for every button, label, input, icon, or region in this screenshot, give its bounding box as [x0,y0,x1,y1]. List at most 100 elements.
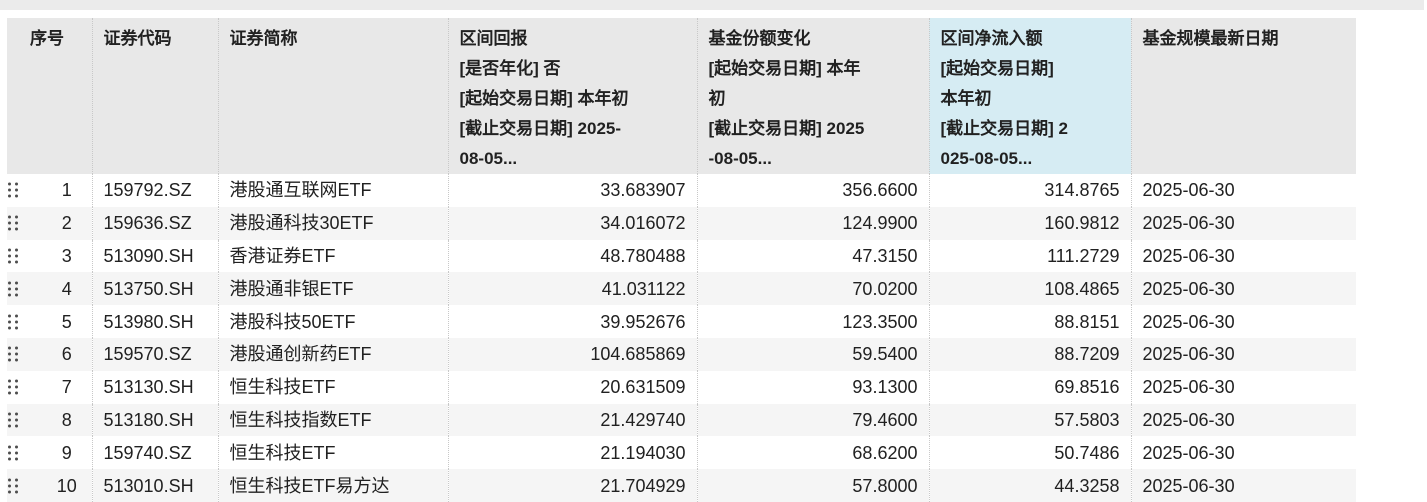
cell-code[interactable]: 159792.SZ [91,174,218,207]
cell-index[interactable]: 5 [7,305,92,338]
cell-name[interactable]: 香港证券ETF [217,239,448,273]
cell-name[interactable]: 港股通科技30ETF [217,206,448,240]
cell-scale_date[interactable]: 2025-06-30 [1130,469,1356,502]
cell-net_inflow[interactable]: 50.7486 [928,436,1131,470]
cell-index[interactable]: 6 [7,338,92,371]
drag-handle-icon[interactable] [8,379,18,395]
header-cell-interval_return[interactable]: 区间回报 [是否年化] 否 [起始交易日期] 本年初 [截止交易日期] 2025… [447,18,697,174]
header-cell-code[interactable]: 证券代码 [91,18,218,174]
table-row[interactable]: 7 513130.SH 恒生科技ETF 20.631509 93.1300 69.8516… [7,370,1356,404]
cell-interval_return[interactable]: 21.429740 [447,403,697,437]
table-row[interactable]: 1 159792.SZ 港股通互联网ETF 33.683907 356.6600 314.… [7,174,1356,207]
header-cell-share_change[interactable]: 基金份额变化 [起始交易日期] 本年 初 [截止交易日期] 2025 -08-0… [696,18,929,174]
cell-index[interactable]: 4 [7,272,92,305]
drag-handle-icon[interactable] [8,314,18,330]
cell-scale_date[interactable]: 2025-06-30 [1130,206,1356,240]
cell-interval_return[interactable]: 34.016072 [447,206,697,240]
cell-scale_date[interactable]: 2025-06-30 [1130,370,1356,404]
cell-interval_return[interactable]: 41.031122 [447,272,697,306]
cell-code[interactable]: 513010.SH [91,469,218,502]
cell-name[interactable]: 恒生科技指数ETF [217,403,448,437]
cell-share_change[interactable]: 356.6600 [696,174,929,207]
header-cell-name[interactable]: 证券简称 [217,18,448,174]
cell-scale_date[interactable]: 2025-06-30 [1130,337,1356,371]
cell-net_inflow[interactable]: 160.9812 [928,206,1131,240]
cell-share_change[interactable]: 57.8000 [696,469,929,502]
cell-net_inflow[interactable]: 111.2729 [928,239,1131,273]
cell-name[interactable]: 港股科技50ETF [217,305,448,338]
cell-net_inflow[interactable]: 57.5803 [928,403,1131,437]
cell-share_change[interactable]: 47.3150 [696,239,929,273]
cell-name[interactable]: 恒生科技ETF [217,436,448,470]
cell-name[interactable]: 港股通互联网ETF [217,174,448,207]
cell-interval_return[interactable]: 20.631509 [447,370,697,404]
cell-scale_date[interactable]: 2025-06-30 [1130,436,1356,470]
cell-share_change[interactable]: 93.1300 [696,370,929,404]
cell-code[interactable]: 159570.SZ [91,337,218,371]
cell-code[interactable]: 513180.SH [91,403,218,437]
cell-share_change[interactable]: 79.4600 [696,403,929,437]
cell-index[interactable]: 1 [7,174,92,207]
table-row[interactable]: 2 159636.SZ 港股通科技30ETF 34.016072 124.9900 160… [7,206,1356,240]
row-index-label: 2 [61,213,72,234]
table-row[interactable]: 8 513180.SH 恒生科技指数ETF 21.429740 79.4600 57.58… [7,403,1356,437]
cell-index[interactable]: 9 [7,436,92,469]
cell-code[interactable]: 159636.SZ [91,206,218,240]
drag-handle-icon[interactable] [8,182,18,198]
cell-code[interactable]: 513090.SH [91,239,218,273]
cell-share_change[interactable]: 68.6200 [696,436,929,470]
cell-interval_return[interactable]: 21.194030 [447,436,697,470]
table-row[interactable]: 5 513980.SH 港股科技50ETF 39.952676 123.3500 88.8… [7,305,1356,338]
cell-index[interactable]: 2 [7,207,92,240]
table-row[interactable]: 10 513010.SH 恒生科技ETF易方达 21.704929 57.8000 44.… [7,469,1356,502]
cell-scale_date[interactable]: 2025-06-30 [1130,239,1356,273]
cell-scale_date[interactable]: 2025-06-30 [1130,174,1356,207]
cell-share_change[interactable]: 59.5400 [696,337,929,371]
cell-interval_return[interactable]: 39.952676 [447,305,697,338]
cell-name[interactable]: 恒生科技ETF易方达 [217,469,448,502]
cell-interval_return[interactable]: 21.704929 [447,469,697,502]
cell-code[interactable]: 159740.SZ [91,436,218,470]
cell-code[interactable]: 513980.SH [91,305,218,338]
table-row[interactable]: 4 513750.SH 港股通非银ETF 41.031122 70.0200 108.48… [7,272,1356,306]
cell-interval_return[interactable]: 48.780488 [447,239,697,273]
cell-net_inflow[interactable]: 44.3258 [928,469,1131,502]
cell-name[interactable]: 港股通非银ETF [217,272,448,306]
table-row[interactable]: 6 159570.SZ 港股通创新药ETF 104.685869 59.5400 88.7… [7,337,1356,371]
cell-scale_date[interactable]: 2025-06-30 [1130,272,1356,306]
cell-index[interactable]: 7 [7,371,92,404]
drag-handle-icon[interactable] [8,445,18,461]
cell-share_change[interactable]: 124.9900 [696,206,929,240]
cell-name[interactable]: 港股通创新药ETF [217,337,448,371]
cell-net_inflow[interactable]: 88.8151 [928,305,1131,338]
cell-index[interactable]: 3 [7,240,92,273]
cell-share_change[interactable]: 70.0200 [696,272,929,306]
cell-net_inflow[interactable]: 69.8516 [928,370,1131,404]
etf-table: 序号 证券代码 证券简称 区间回报 [是否年化] 否 [起始交易日期] 本年初 [截止… [7,18,1356,502]
cell-index[interactable]: 10 [7,469,92,502]
cell-code[interactable]: 513130.SH [91,370,218,404]
cell-scale_date[interactable]: 2025-06-30 [1130,403,1356,437]
drag-handle-icon[interactable] [8,248,18,264]
cell-interval_return[interactable]: 104.685869 [447,337,697,371]
cell-code[interactable]: 513750.SH [91,272,218,306]
cell-net_inflow[interactable]: 314.8765 [928,174,1131,207]
cell-share_change[interactable]: 123.3500 [696,305,929,338]
header-cell-scale_date[interactable]: 基金规模最新日期 [1130,18,1356,174]
table-row[interactable]: 9 159740.SZ 恒生科技ETF 21.194030 68.6200 50.7486… [7,436,1356,470]
cell-net_inflow[interactable]: 108.4865 [928,272,1131,306]
table-row[interactable]: 3 513090.SH 香港证券ETF 48.780488 47.3150 111.272… [7,239,1356,273]
table-body: 1 159792.SZ 港股通互联网ETF 33.683907 356.6600 314.… [7,174,1356,502]
drag-handle-icon[interactable] [8,346,18,362]
drag-handle-icon[interactable] [8,281,18,297]
cell-interval_return[interactable]: 33.683907 [447,174,697,207]
cell-scale_date[interactable]: 2025-06-30 [1130,305,1356,338]
header-cell-net_inflow[interactable]: 区间净流入额 [起始交易日期] 本年初 [截止交易日期] 2 025-08-05… [928,18,1131,174]
header-cell-index[interactable]: 序号 [7,18,92,174]
cell-name[interactable]: 恒生科技ETF [217,370,448,404]
cell-net_inflow[interactable]: 88.7209 [928,337,1131,371]
drag-handle-icon[interactable] [8,478,18,494]
drag-handle-icon[interactable] [8,412,18,428]
cell-index[interactable]: 8 [7,404,92,437]
drag-handle-icon[interactable] [8,215,18,231]
